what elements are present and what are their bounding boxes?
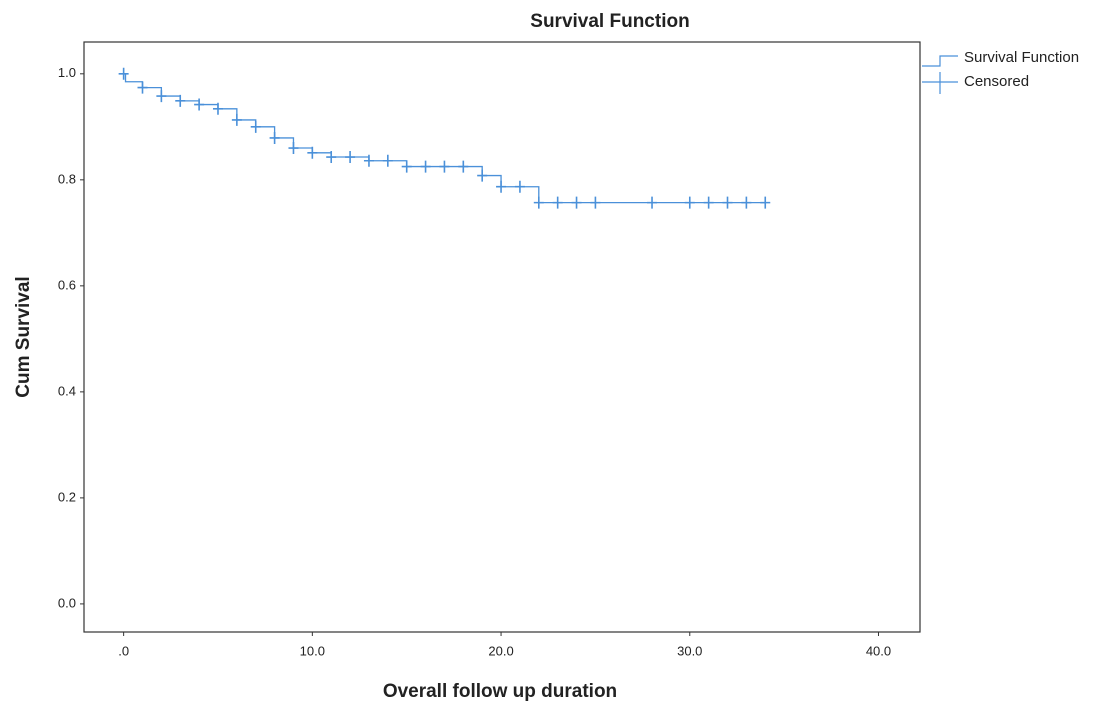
censored-mark — [345, 151, 356, 164]
censored-mark — [401, 160, 412, 173]
censored-mark — [363, 154, 374, 167]
censored-mark — [684, 196, 695, 209]
censored-mark — [269, 131, 280, 144]
censored-mark — [382, 154, 393, 167]
y-tick-label: 0.4 — [58, 383, 76, 398]
censored-mark — [156, 90, 167, 103]
x-tick-label: 30.0 — [677, 643, 702, 658]
censored-mark — [250, 120, 261, 133]
x-tick-label: 20.0 — [488, 643, 513, 658]
chart-title: Survival Function — [530, 11, 689, 32]
censored-mark — [533, 196, 544, 209]
censored-mark — [458, 160, 469, 173]
censored-mark — [647, 196, 658, 209]
censored-mark — [420, 160, 431, 173]
x-tick-label: 10.0 — [300, 643, 325, 658]
censored-mark — [722, 196, 733, 209]
censored-mark — [477, 169, 488, 182]
legend-swatch-line — [922, 55, 958, 67]
censored-mark — [307, 146, 318, 159]
censored-mark — [212, 102, 223, 115]
censored-mark — [231, 113, 242, 126]
censored-mark — [741, 196, 752, 209]
legend-swatch-plus — [922, 72, 958, 94]
y-tick-label: 0.6 — [58, 277, 76, 292]
censored-mark — [590, 196, 601, 209]
legend-label: Censored — [964, 73, 1029, 90]
censored-mark — [175, 94, 186, 107]
censored-mark — [439, 160, 450, 173]
y-tick-label: 0.0 — [58, 595, 76, 610]
censored-mark — [703, 196, 714, 209]
censored-mark — [552, 196, 563, 209]
x-tick-label: .0 — [118, 643, 129, 658]
censored-mark — [571, 196, 582, 209]
censored-mark — [496, 180, 507, 193]
x-axis-label: Overall follow up duration — [383, 681, 617, 702]
y-tick-label: 1.0 — [58, 65, 76, 80]
x-tick-label: 40.0 — [866, 643, 891, 658]
censored-mark — [326, 151, 337, 164]
censored-mark — [514, 180, 525, 193]
y-tick-label: 0.2 — [58, 489, 76, 504]
censored-mark — [118, 67, 129, 80]
censored-mark — [288, 142, 299, 155]
y-axis-label: Cum Survival — [13, 276, 34, 397]
censored-mark — [137, 81, 148, 94]
y-tick-label: 0.8 — [58, 171, 76, 186]
plot-frame — [83, 41, 921, 633]
censored-mark — [760, 196, 771, 209]
censored-mark — [194, 98, 205, 111]
legend-label: Survival Function — [964, 49, 1079, 66]
